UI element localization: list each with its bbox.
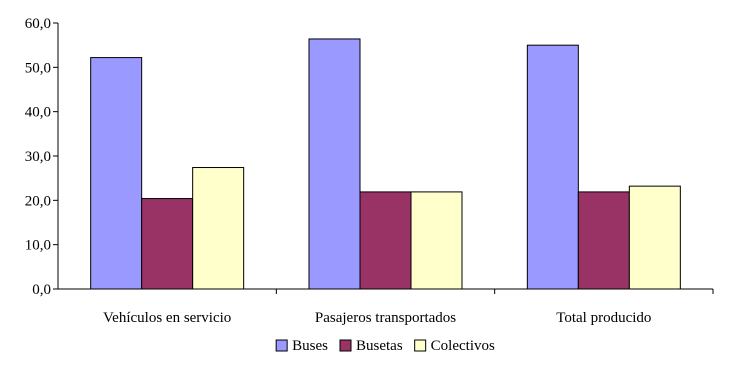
bar-buses-2 (308, 38, 361, 290)
bar-busetas-2 (359, 191, 412, 290)
y-tick-label: 0,0 (32, 282, 51, 298)
bar-buses-3 (526, 44, 579, 290)
chart-bars (90, 38, 681, 290)
x-tick-label: Vehículos en servicio (103, 310, 231, 326)
legend-swatch (275, 339, 288, 352)
y-tick-label: 60,0 (25, 16, 51, 32)
y-tick-label: 20,0 (25, 193, 51, 209)
bar-colectivos-1 (192, 167, 245, 290)
legend-label: Buses (292, 338, 328, 354)
x-axis-ticks: Vehículos en servicio Pasajeros transport… (103, 289, 714, 326)
x-tick-label: Pasajeros transportados (315, 310, 456, 326)
y-tick-label: 50,0 (25, 60, 51, 76)
y-axis-ticks: 0,0 10,0 20,0 30,0 40,0 50,0 60,0 (25, 16, 58, 298)
y-tick-label: 10,0 (25, 238, 51, 254)
y-tick-label: 40,0 (25, 105, 51, 121)
bar-colectivos-2 (410, 191, 463, 290)
y-tick-label: 30,0 (25, 149, 51, 165)
bar-busetas-3 (577, 191, 630, 290)
bar-colectivos-3 (628, 185, 681, 290)
legend-swatch (339, 339, 352, 352)
bar-busetas-1 (141, 198, 194, 290)
x-tick-label: Total producido (556, 310, 651, 326)
legend-swatch (414, 339, 427, 352)
legend-label: Colectivos (431, 338, 495, 354)
bar-buses-1 (90, 57, 143, 290)
chart-legend: Buses Busetas Colectivos (275, 338, 495, 354)
legend-label: Busetas (356, 338, 403, 354)
